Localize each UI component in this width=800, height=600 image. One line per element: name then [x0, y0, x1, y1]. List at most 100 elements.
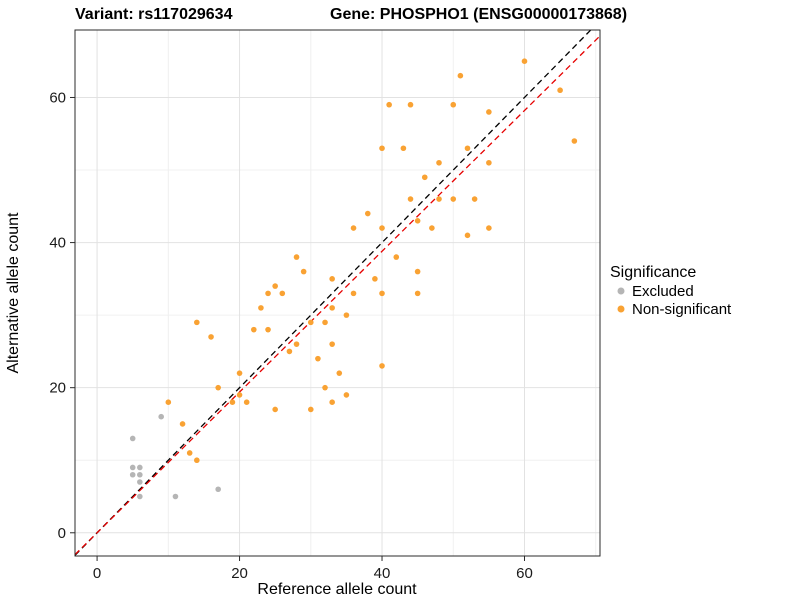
data-point-non-significant: [379, 225, 385, 231]
data-point-non-significant: [186, 450, 193, 456]
plot-title-gene: Gene: PHOSPHO1 (ENSG00000173868): [330, 6, 627, 23]
data-point-non-significant: [208, 334, 214, 340]
data-point-non-significant: [471, 196, 478, 202]
data-point-non-significant: [265, 326, 271, 333]
data-point-excluded: [172, 493, 179, 500]
data-point-non-significant: [272, 283, 278, 289]
data-point-non-significant: [486, 225, 492, 231]
identity-line: [75, 30, 592, 556]
y-tick-label: 20: [49, 380, 66, 397]
data-point-excluded: [129, 435, 136, 442]
data-point-excluded: [158, 413, 164, 420]
data-point-non-significant: [322, 384, 328, 391]
x-axis-title: Reference allele count: [257, 581, 417, 598]
data-point-non-significant: [450, 101, 457, 108]
data-point-non-significant: [243, 399, 250, 405]
data-point-excluded: [137, 464, 143, 471]
data-point-non-significant: [372, 276, 378, 282]
data-point-non-significant: [236, 370, 243, 376]
data-point-non-significant: [486, 159, 492, 166]
legend-label-excluded: Excluded: [632, 283, 694, 300]
data-point-non-significant: [265, 290, 271, 297]
data-point-non-significant: [421, 174, 428, 181]
data-point-excluded: [137, 479, 143, 485]
gridlines: [75, 30, 600, 556]
x-tick-label: 20: [231, 565, 248, 582]
data-point-non-significant: [293, 341, 300, 347]
data-point-non-significant: [407, 196, 414, 202]
y-tick-label: 60: [49, 89, 66, 106]
data-point-excluded: [137, 493, 143, 500]
data-point-non-significant: [250, 326, 257, 333]
data-point-non-significant: [343, 392, 350, 398]
data-point-non-significant: [486, 109, 492, 115]
y-tick-label: 40: [49, 235, 66, 252]
data-point-non-significant: [379, 145, 385, 152]
data-point-non-significant: [386, 101, 392, 108]
y-axis-title: Alternative allele count: [5, 212, 22, 374]
data-point-non-significant: [307, 319, 314, 326]
fit-line: [75, 35, 600, 556]
data-point-non-significant: [407, 101, 414, 108]
data-point-non-significant: [521, 58, 528, 64]
data-point-non-significant: [194, 457, 200, 464]
data-point-non-significant: [236, 392, 243, 398]
data-point-non-significant: [379, 363, 385, 369]
data-point-non-significant: [258, 305, 264, 311]
axis-ticks: 0 20 40 60 0 20 40 60: [49, 89, 533, 582]
data-point-non-significant: [457, 72, 464, 79]
data-point-non-significant: [179, 421, 186, 427]
data-point-non-significant: [450, 196, 457, 202]
data-point-non-significant: [329, 276, 335, 282]
data-point-non-significant: [350, 290, 357, 297]
data-point-non-significant: [464, 145, 471, 152]
data-point-non-significant: [364, 210, 371, 217]
x-tick-label: 60: [516, 565, 533, 582]
data-point-non-significant: [414, 218, 421, 224]
data-point-non-significant: [571, 138, 578, 144]
data-point-non-significant: [400, 145, 407, 152]
data-point-non-significant: [414, 268, 421, 275]
data-point-non-significant: [343, 312, 350, 318]
data-point-non-significant: [336, 370, 343, 376]
data-point-non-significant: [414, 290, 421, 297]
data-point-non-significant: [215, 384, 221, 391]
data-point-non-significant: [329, 305, 335, 311]
data-point-non-significant: [393, 254, 400, 260]
data-point-excluded: [129, 471, 136, 478]
data-point-non-significant: [464, 232, 471, 239]
data-point-non-significant: [436, 159, 442, 166]
data-point-non-significant: [300, 268, 307, 275]
legend: Significance Excluded Non-significant: [610, 264, 732, 318]
data-point-non-significant: [194, 319, 200, 326]
data-point-non-significant: [315, 355, 321, 362]
x-tick-label: 40: [374, 565, 391, 582]
y-tick-label: 0: [58, 525, 66, 542]
legend-dot-excluded-icon: [617, 287, 625, 295]
data-point-non-significant: [307, 406, 314, 413]
x-tick-label: 0: [93, 565, 101, 582]
legend-dot-non-significant-icon: [617, 305, 625, 313]
data-point-non-significant: [322, 319, 328, 326]
reference-lines: [75, 30, 600, 556]
data-point-non-significant: [429, 225, 435, 231]
data-point-non-significant: [272, 406, 278, 413]
data-point-non-significant: [229, 399, 236, 405]
data-point-non-significant: [293, 254, 300, 260]
data-point-excluded: [215, 486, 221, 493]
data-point-non-significant: [557, 87, 563, 94]
data-point-excluded: [137, 471, 143, 478]
plot-title-variant: Variant: rs117029634: [75, 6, 233, 23]
data-point-excluded: [129, 464, 136, 471]
legend-title: Significance: [610, 264, 696, 281]
legend-label-non-significant: Non-significant: [632, 301, 732, 318]
scatter-points: [129, 58, 578, 500]
panel-border: [74, 29, 601, 557]
data-point-non-significant: [286, 348, 293, 355]
data-point-non-significant: [279, 290, 286, 297]
data-point-non-significant: [379, 290, 385, 297]
data-point-non-significant: [329, 341, 335, 347]
data-point-non-significant: [329, 399, 335, 405]
